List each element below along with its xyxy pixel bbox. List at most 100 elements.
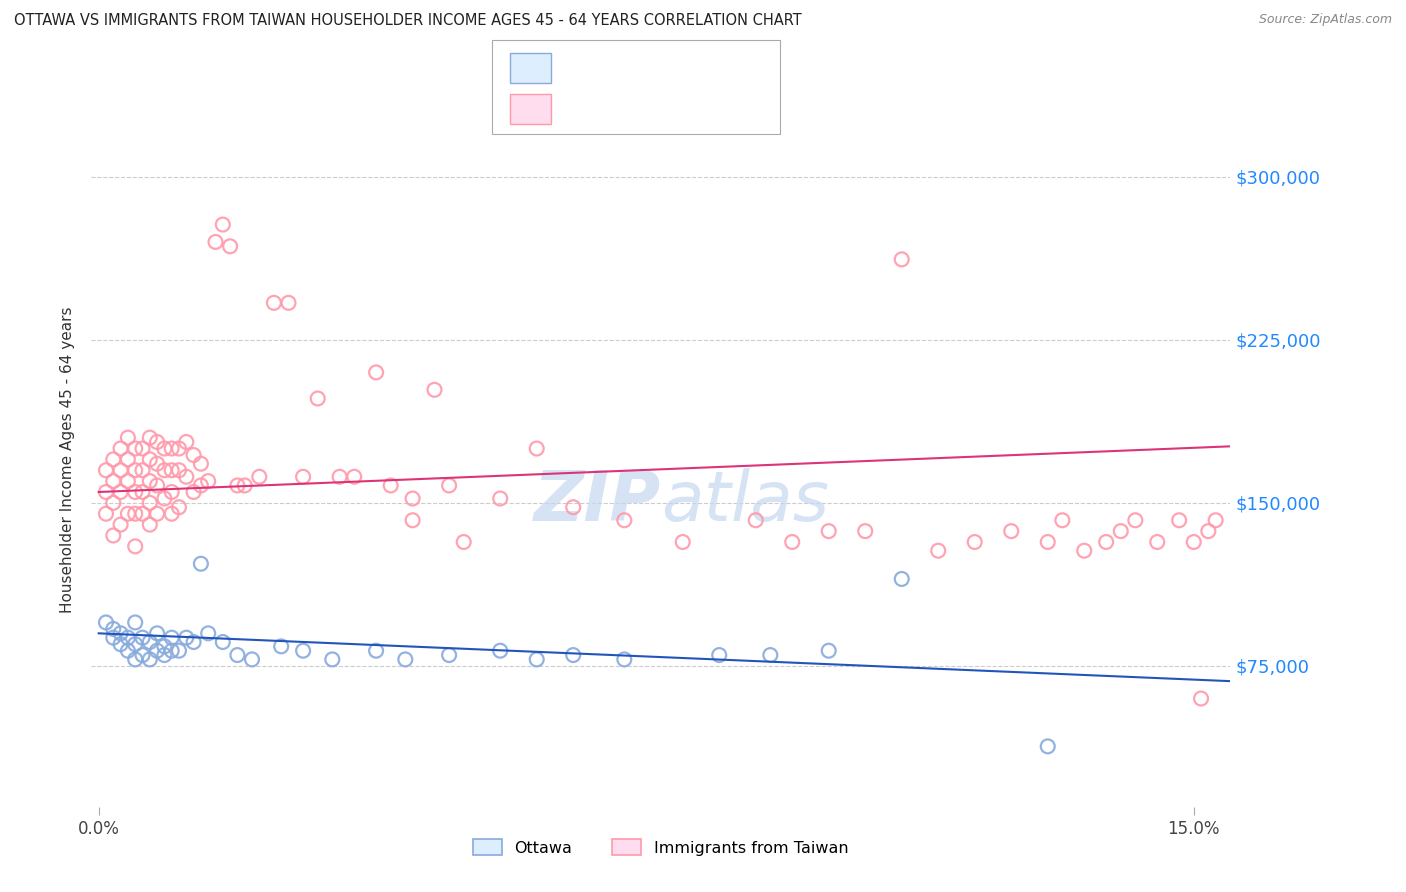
Point bbox=[167, 442, 190, 456]
Point bbox=[183, 635, 205, 649]
Point bbox=[190, 478, 212, 492]
Point bbox=[117, 474, 139, 488]
Point bbox=[103, 631, 125, 645]
Point bbox=[117, 507, 139, 521]
Point bbox=[183, 448, 205, 462]
Text: ZIP: ZIP bbox=[533, 467, 661, 534]
Point bbox=[437, 478, 460, 492]
Point bbox=[139, 452, 162, 467]
Point bbox=[292, 469, 315, 483]
Point bbox=[124, 652, 146, 666]
Point bbox=[197, 626, 219, 640]
Point bbox=[160, 485, 183, 500]
Point bbox=[110, 442, 132, 456]
Point bbox=[146, 478, 169, 492]
Point bbox=[160, 442, 183, 456]
Point bbox=[146, 435, 169, 450]
Point bbox=[247, 469, 270, 483]
Point bbox=[139, 431, 162, 445]
Point bbox=[167, 500, 190, 515]
Point bbox=[1182, 535, 1205, 549]
Point bbox=[160, 644, 183, 658]
Point bbox=[117, 452, 139, 467]
Point bbox=[526, 442, 548, 456]
Text: 0.105: 0.105 bbox=[599, 100, 651, 118]
Point bbox=[110, 637, 132, 651]
Point bbox=[780, 535, 803, 549]
Point bbox=[211, 635, 233, 649]
Point bbox=[190, 557, 212, 571]
Point bbox=[160, 463, 183, 477]
Point bbox=[1189, 691, 1212, 706]
Point bbox=[759, 648, 782, 662]
Point bbox=[394, 652, 416, 666]
Point bbox=[437, 648, 460, 662]
Point bbox=[1146, 535, 1168, 549]
Point bbox=[366, 644, 388, 658]
Point bbox=[263, 296, 285, 310]
Point bbox=[139, 474, 162, 488]
Point bbox=[153, 463, 176, 477]
Point bbox=[153, 640, 176, 654]
Point bbox=[103, 496, 125, 510]
Point bbox=[124, 485, 146, 500]
Point bbox=[131, 507, 153, 521]
Point bbox=[131, 442, 153, 456]
Point bbox=[110, 485, 132, 500]
Point bbox=[131, 631, 153, 645]
Point bbox=[233, 478, 256, 492]
Point bbox=[124, 539, 146, 553]
Point bbox=[124, 507, 146, 521]
Point bbox=[270, 640, 292, 654]
Point bbox=[94, 615, 117, 630]
Point bbox=[226, 478, 249, 492]
Point bbox=[489, 644, 512, 658]
Text: N =: N = bbox=[665, 60, 702, 78]
Point bbox=[307, 392, 329, 406]
Point bbox=[380, 478, 402, 492]
Point bbox=[562, 648, 585, 662]
Point bbox=[672, 535, 695, 549]
Point bbox=[146, 644, 169, 658]
Point bbox=[167, 463, 190, 477]
Point bbox=[890, 572, 912, 586]
Point bbox=[817, 524, 839, 538]
Point bbox=[124, 637, 146, 651]
Point bbox=[1095, 535, 1118, 549]
Point bbox=[103, 528, 125, 542]
Point bbox=[329, 469, 352, 483]
Point bbox=[963, 535, 986, 549]
Point bbox=[153, 491, 176, 506]
Point bbox=[453, 535, 475, 549]
Point bbox=[927, 543, 949, 558]
Point bbox=[1123, 513, 1146, 527]
Point bbox=[146, 507, 169, 521]
Text: -0.253: -0.253 bbox=[599, 60, 658, 78]
Point bbox=[366, 366, 388, 380]
Point bbox=[167, 644, 190, 658]
Point bbox=[117, 431, 139, 445]
Point bbox=[1197, 524, 1219, 538]
Point bbox=[139, 652, 162, 666]
Point bbox=[1168, 513, 1191, 527]
Point bbox=[401, 491, 423, 506]
Point bbox=[124, 615, 146, 630]
Point bbox=[131, 463, 153, 477]
Text: 94: 94 bbox=[704, 100, 728, 118]
Point bbox=[117, 644, 139, 658]
Point bbox=[174, 469, 197, 483]
Point bbox=[103, 452, 125, 467]
Point bbox=[401, 513, 423, 527]
Point bbox=[211, 218, 233, 232]
Text: atlas: atlas bbox=[661, 467, 828, 534]
Point bbox=[204, 235, 226, 249]
Point bbox=[174, 631, 197, 645]
Text: Source: ZipAtlas.com: Source: ZipAtlas.com bbox=[1258, 13, 1392, 27]
Point bbox=[139, 517, 162, 532]
Text: OTTAWA VS IMMIGRANTS FROM TAIWAN HOUSEHOLDER INCOME AGES 45 - 64 YEARS CORRELATI: OTTAWA VS IMMIGRANTS FROM TAIWAN HOUSEHO… bbox=[14, 13, 801, 29]
Point bbox=[423, 383, 446, 397]
Point bbox=[197, 474, 219, 488]
Point bbox=[226, 648, 249, 662]
Point bbox=[1205, 513, 1227, 527]
Point bbox=[613, 513, 636, 527]
